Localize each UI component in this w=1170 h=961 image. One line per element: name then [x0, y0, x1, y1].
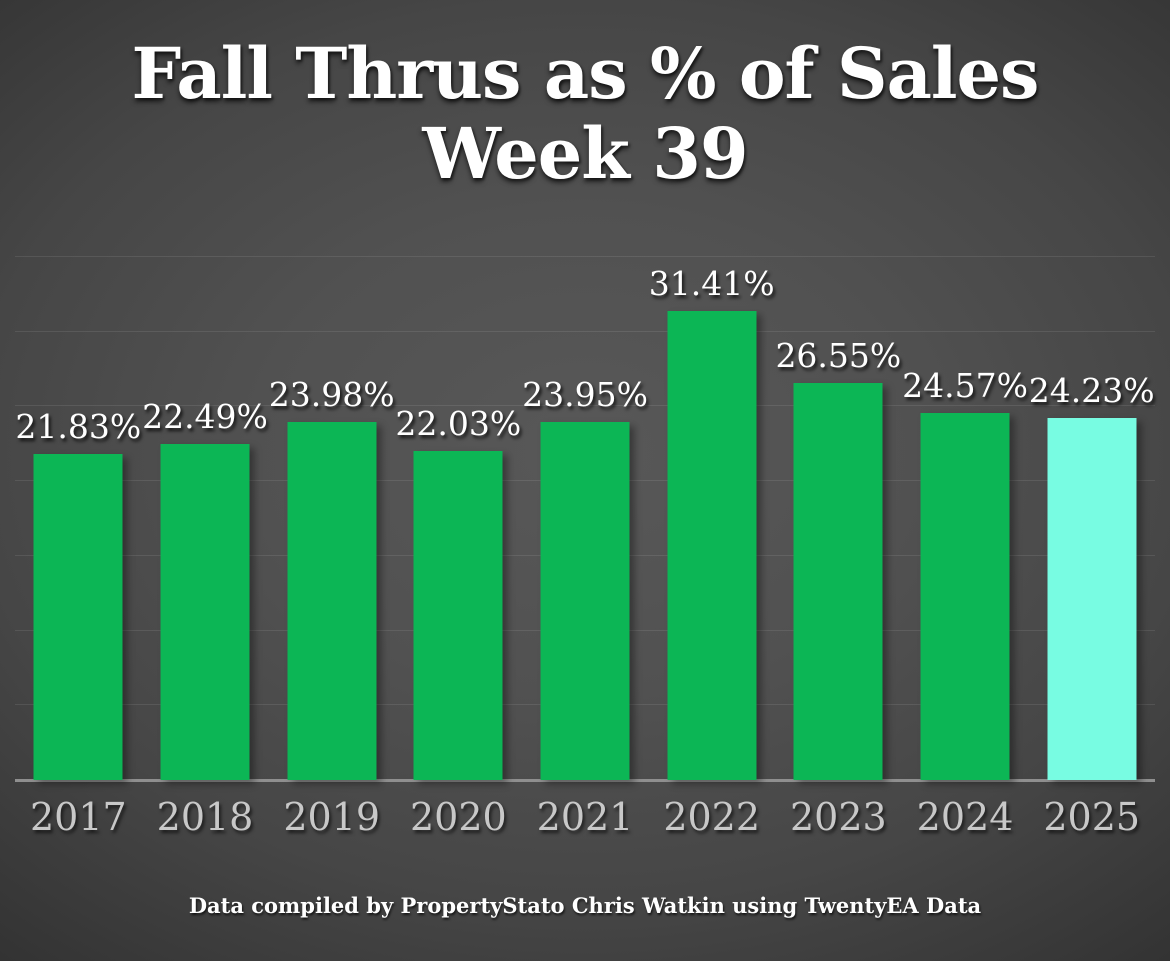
bar-2017: [33, 453, 123, 780]
gridline-25: [15, 405, 1155, 407]
bar-slot-2019: 23.98%: [268, 257, 395, 780]
bars-container: 21.83% 22.49% 23.98% 22.03% 23.95% 31.41% 26.5…: [15, 257, 1155, 780]
bar-slot-2024: 24.57%: [902, 257, 1029, 780]
bar-slot-2017: 21.83%: [15, 257, 142, 780]
x-axis-label-2019: 2019: [283, 795, 381, 839]
bar-value-label-2022: 31.41%: [648, 263, 775, 303]
bar-slot-2025: 24.23%: [1028, 257, 1155, 780]
bar-2018: [160, 443, 250, 780]
bar-slot-2018: 22.49%: [142, 257, 269, 780]
x-axis-label-2023: 2023: [790, 795, 887, 839]
bar-2024: [920, 412, 1010, 780]
bar-slot-2023: 26.55%: [775, 257, 902, 780]
bar-value-label-2019: 23.98%: [268, 374, 395, 414]
x-axis-label-2025: 2025: [1043, 795, 1141, 839]
x-axis-labels: 2017 2018 2019 2020 2021 2022 2023 2024 2025: [15, 795, 1155, 839]
bar-value-label-2021: 23.95%: [522, 375, 648, 415]
gridline-35: [15, 256, 1155, 257]
source-caption: Data compiled by PropertyStato Chris Wat…: [188, 893, 982, 918]
bar-value-label-2018: 22.49%: [142, 396, 268, 436]
bar-slot-2020: 22.03%: [395, 257, 522, 780]
bar-2019: [287, 421, 377, 780]
x-axis-label-2021: 2021: [536, 795, 634, 839]
plot-area: 21.83% 22.49% 23.98% 22.03% 23.95% 31.41% 26.5…: [15, 256, 1155, 782]
x-axis-label-2024: 2024: [916, 795, 1014, 839]
bar-value-label-2023: 26.55%: [775, 336, 902, 376]
bar-2020: [413, 450, 503, 780]
gridline-30: [15, 330, 1155, 332]
x-axis-label-2020: 2020: [409, 795, 507, 839]
x-axis-label-2017: 2017: [29, 795, 127, 839]
bar-2023: [793, 383, 883, 780]
bar-value-label-2020: 22.03%: [395, 403, 522, 443]
bar-2022: [667, 310, 757, 780]
x-axis-label-2018: 2018: [156, 795, 254, 839]
x-axis-line: [15, 779, 1155, 782]
bar-2025: [1047, 417, 1137, 780]
chart-title: Fall Thrus as % of Sales Week 39: [0, 34, 1170, 194]
bar-value-label-2017: 21.83%: [15, 406, 142, 446]
chart-title-line-1: Fall Thrus as % of Sales: [131, 32, 1040, 115]
bar-slot-2021: 23.95%: [522, 257, 649, 780]
chart-title-line-2: Week 39: [422, 111, 748, 195]
bar-value-label-2024: 24.57%: [902, 365, 1028, 405]
bar-2021: [540, 422, 630, 780]
bar-slot-2022: 31.41%: [648, 257, 775, 780]
bar-value-label-2025: 24.23%: [1028, 370, 1155, 410]
x-axis-label-2022: 2022: [663, 795, 761, 839]
